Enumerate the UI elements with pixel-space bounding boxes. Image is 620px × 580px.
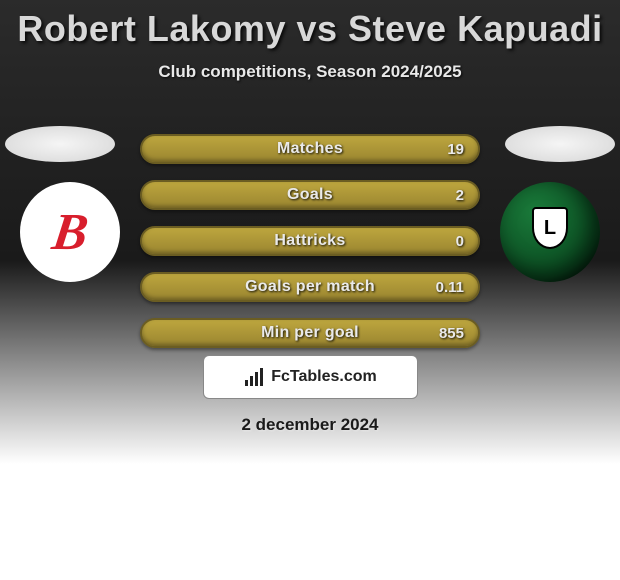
stats-bars: Matches 19 Goals 2 Hattricks 0 Goals per… xyxy=(140,134,480,364)
stat-value: 855 xyxy=(439,325,464,342)
stat-value: 0.11 xyxy=(436,279,464,296)
stat-label: Goals xyxy=(287,186,333,204)
site-logo-box[interactable]: FcTables.com xyxy=(203,355,418,399)
player-ellipse-right xyxy=(505,126,615,162)
team-badge-right-glyph: L xyxy=(532,207,568,249)
stat-label: Min per goal xyxy=(261,324,359,342)
stat-row: Min per goal 855 xyxy=(140,318,480,348)
stat-row: Goals 2 xyxy=(140,180,480,210)
stat-row: Hattricks 0 xyxy=(140,226,480,256)
chart-icon xyxy=(243,366,265,388)
player-ellipse-left xyxy=(5,126,115,162)
site-name: FcTables.com xyxy=(271,368,377,386)
footer: FcTables.com 2 december 2024 xyxy=(0,355,620,435)
stat-value: 2 xyxy=(456,187,464,204)
team-badge-left-glyph: B xyxy=(49,203,92,262)
page-title: Robert Lakomy vs Steve Kapuadi xyxy=(0,0,620,50)
stat-row: Matches 19 xyxy=(140,134,480,164)
team-badge-right: L xyxy=(500,182,600,282)
stat-label: Hattricks xyxy=(274,232,345,250)
page-subtitle: Club competitions, Season 2024/2025 xyxy=(0,62,620,82)
date-text: 2 december 2024 xyxy=(241,415,378,435)
team-badge-left: B xyxy=(20,182,120,282)
stat-value: 19 xyxy=(447,141,464,158)
stat-label: Goals per match xyxy=(245,278,375,296)
stat-value: 0 xyxy=(456,233,464,250)
comparison-panel: B L Matches 19 Goals 2 Hattricks 0 Goals… xyxy=(0,112,620,372)
stat-row: Goals per match 0.11 xyxy=(140,272,480,302)
stat-label: Matches xyxy=(277,140,343,158)
